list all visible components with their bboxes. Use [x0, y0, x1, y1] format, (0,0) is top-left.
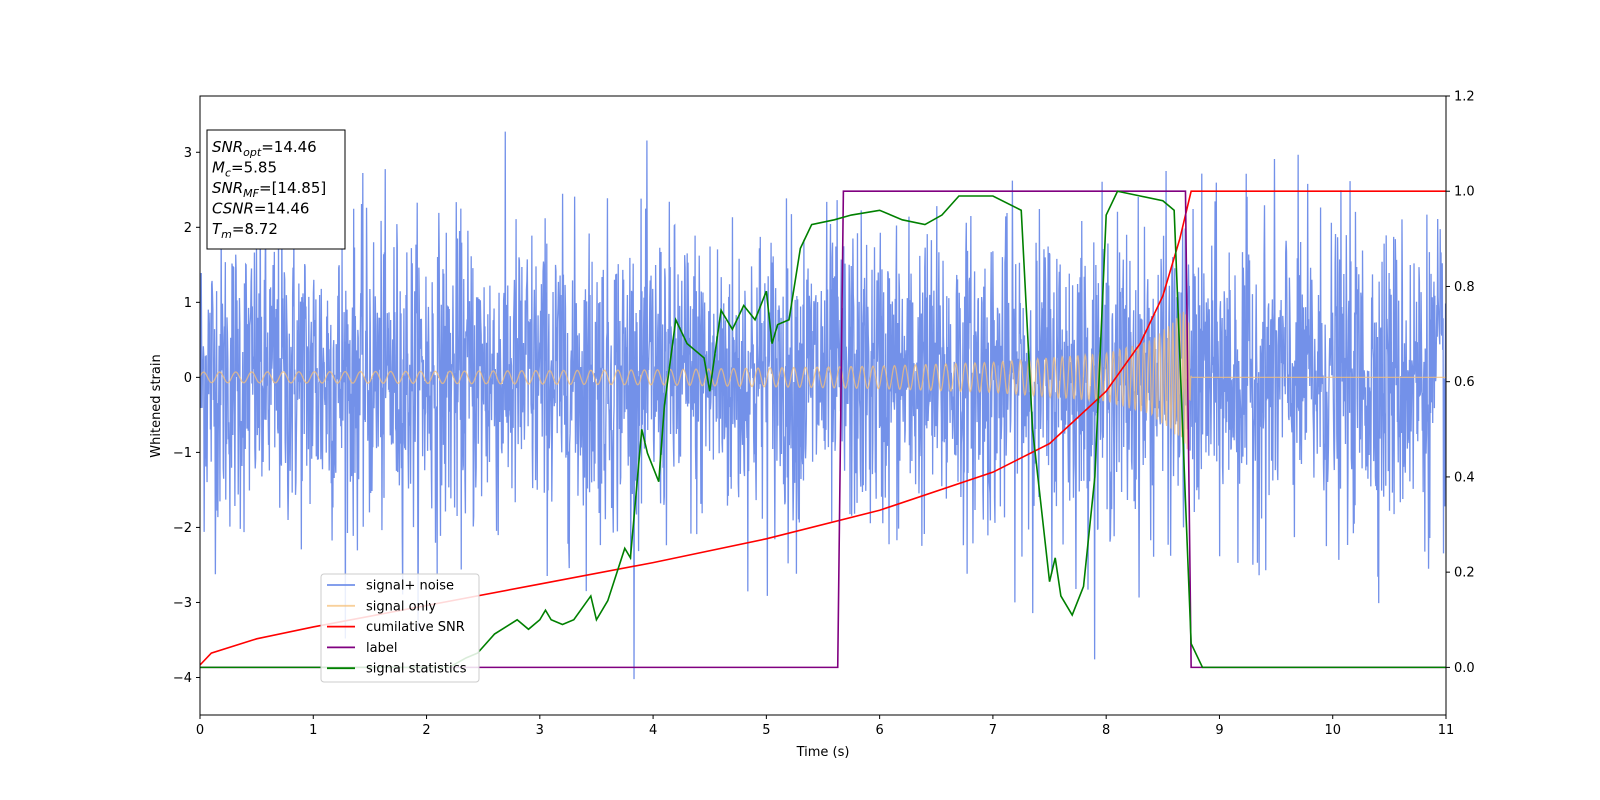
y2-tick-label: 0.6 [1454, 375, 1475, 390]
x-axis-label: Time (s) [796, 745, 850, 760]
legend: signal+ noise signal only cumilative SNR la… [320, 573, 480, 683]
series-signal-only [200, 311, 1446, 450]
x-tick-label: 3 [536, 723, 544, 738]
x-tick-label: 4 [649, 723, 657, 738]
annotation-symbol: M [212, 159, 225, 177]
annotation-subscript: c [225, 167, 231, 180]
annotation-subscript: MF [243, 187, 259, 200]
annotation-line: Tm=8.72 [212, 220, 278, 241]
annotation-line: Mc=5.85 [212, 159, 277, 180]
annotation-box: SNRopt=14.46Mc=5.85SNRMF=[14.85]CSNR=14.… [206, 129, 346, 250]
x-tick-label: 1 [309, 723, 317, 738]
annotation-frame [206, 129, 346, 250]
annotation-value: =14.46 [254, 200, 310, 218]
annotation-symbol: SNR [212, 179, 243, 197]
annotation-subscript: m [221, 228, 232, 241]
y2-tick-label: 1.2 [1454, 90, 1475, 105]
x-tick-label: 8 [1102, 723, 1110, 738]
annotation-line: SNRopt=14.46 [212, 138, 317, 159]
legend-label: label [366, 641, 397, 656]
x-tick-label: 10 [1324, 723, 1341, 738]
x-tick-label: 7 [989, 723, 997, 738]
annotation-symbol: T [212, 220, 223, 238]
y2-tick-label: 1.0 [1454, 185, 1475, 200]
x-tick-label: 6 [875, 723, 883, 738]
series-signal-statistics [200, 190, 1446, 669]
x-tick-label: 9 [1215, 723, 1223, 738]
y-tick-label: −4 [173, 671, 192, 686]
plot-area [200, 131, 1446, 680]
plot-frame [199, 95, 1447, 716]
annotation-symbol: CSNR [212, 200, 254, 218]
x-tick-label: 5 [762, 723, 770, 738]
annotation-value: =14.46 [261, 138, 317, 156]
y-tick-label: 0 [184, 371, 192, 386]
y-tick-label: −1 [173, 446, 192, 461]
legend-label: signal only [366, 599, 436, 614]
annotation-line: CSNR=14.46 [212, 200, 309, 218]
series-cumilative-snr [200, 190, 1446, 666]
annotation-subscript: opt [243, 146, 262, 159]
y-tick-label: 1 [184, 296, 192, 311]
x-axis: 0 1 2 3 4 5 6 7 8 9 10 11 [196, 715, 1454, 738]
x-tick-label: 0 [196, 723, 204, 738]
y-axis-label: Whitened strain [149, 354, 164, 457]
y-tick-label: −2 [173, 521, 192, 536]
annotation-value: =8.72 [232, 220, 278, 238]
y-axis-right: 0.0 0.2 0.4 0.6 0.8 1.0 1.2 [1446, 90, 1475, 676]
y-tick-label: 2 [184, 221, 192, 236]
legend-label: cumilative SNR [366, 620, 465, 635]
y2-tick-label: 0.0 [1454, 661, 1475, 676]
y-tick-label: −3 [173, 596, 192, 611]
annotation-line: SNRMF=[14.85] [212, 179, 326, 200]
y-tick-label: 3 [184, 146, 192, 161]
y-axis-left: −4 −3 −2 −1 0 1 2 3 [173, 146, 200, 686]
legend-frame [320, 573, 480, 683]
legend-label: signal statistics [366, 662, 467, 677]
y2-tick-label: 0.4 [1454, 470, 1475, 485]
x-tick-label: 2 [422, 723, 430, 738]
series-signal-noise [200, 131, 1446, 680]
y2-tick-label: 0.8 [1454, 280, 1475, 295]
annotation-value: =[14.85] [259, 179, 326, 197]
x-tick-label: 11 [1438, 723, 1455, 738]
y2-tick-label: 0.2 [1454, 566, 1475, 581]
legend-label: signal+ noise [366, 579, 454, 594]
annotation-value: =5.85 [231, 159, 277, 177]
annotation-symbol: SNR [212, 138, 243, 156]
